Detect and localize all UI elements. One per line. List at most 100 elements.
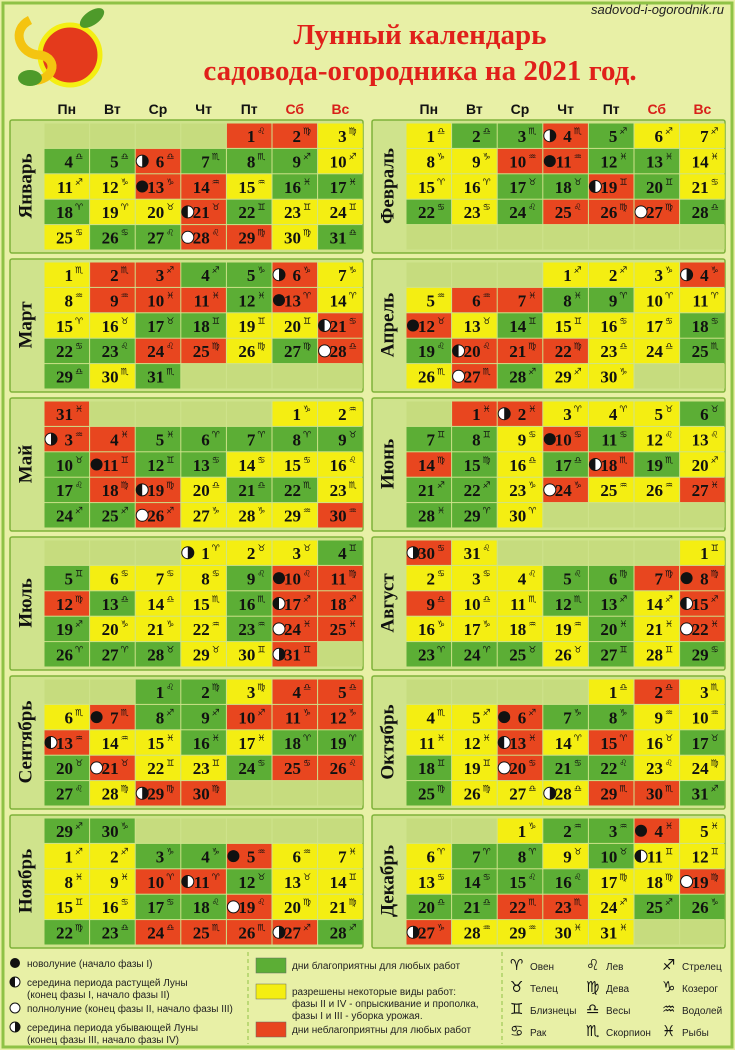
day-number: 21 [193,203,210,222]
day-number: 1 [609,683,618,702]
day-number: 10 [330,152,347,171]
zodiac-sign: ♎ [75,368,83,378]
zodiac-sign: ♏ [121,708,129,718]
day-number: 14 [193,178,211,197]
day-cell [318,616,363,642]
zodiac-sign: ♑ [574,708,582,718]
day-cell [135,338,181,364]
day-number: 12 [464,734,481,753]
zodiac-sign: ♓ [349,178,357,188]
day-cell [543,287,588,313]
zodiac-sign: ♊ [711,847,719,857]
day-number: 23 [418,646,435,665]
day-cell [497,894,543,920]
day-cell [90,894,135,920]
day-cell [680,313,725,338]
zodiac-sign: ♒ [619,822,627,832]
empty-cell [90,540,135,565]
zodiac-sign: ♉ [349,430,357,440]
day-number: 18 [193,898,210,917]
empty-cell [135,540,181,565]
zodiac-sign: ♓ [711,620,719,630]
day-number: 3 [563,405,572,424]
day-number: 15 [692,595,709,614]
day-cell [406,591,452,616]
month-name: Февраль [377,148,398,224]
day-cell [588,426,634,452]
zodiac-symbol: ♉ [510,978,523,996]
zodiac-name: Рак [530,1028,547,1039]
day-cell [90,920,135,945]
weekday: Вт [466,101,483,117]
day-number: 30 [238,646,255,665]
day-number: 23 [238,620,255,639]
moon-disc [136,180,149,193]
zodiac-sign: ♑ [349,708,357,718]
day-number: 8 [156,708,165,727]
zodiac-sign: ♊ [257,203,265,213]
moon-disc [543,155,556,168]
day-cell [634,123,680,148]
day-number: 10 [284,569,301,588]
zodiac-symbol: ♌ [586,956,599,974]
day-number: 1 [700,544,709,563]
zodiac-sign: ♎ [349,683,357,693]
day-number: 28 [193,229,210,248]
day-cell [135,452,181,477]
day-cell [272,426,318,452]
moon-phase [406,925,420,939]
type-swatch [255,957,287,974]
day-cell [543,755,588,781]
day-cell [318,174,363,199]
moon-disc [9,1002,21,1014]
day-cell [44,287,90,313]
zodiac-sign: ♉ [574,646,582,656]
zodiac-sign: ♋ [437,569,445,579]
day-number: 10 [646,291,663,310]
day-number: 22 [692,620,709,639]
zodiac-sign: ♍ [303,898,311,908]
moon-phase [9,1021,21,1033]
zodiac-symbol: ♏ [586,1022,600,1040]
moon-phase [44,736,58,749]
day-cell [272,225,318,250]
zodiac-sign: ♏ [711,342,719,352]
moon-phase [9,1002,21,1014]
zodiac-sign: ♐ [711,785,719,795]
zodiac-sign: ♊ [75,569,83,579]
zodiac-sign: ♋ [121,898,129,908]
day-number: 25 [193,342,210,361]
empty-cell [226,401,272,426]
empty-cell [318,781,363,806]
day-cell [272,477,318,503]
day-cell [226,174,272,199]
day-cell [44,364,90,389]
day-cell [452,642,497,667]
day-cell [406,477,452,503]
moon-disc [90,761,104,775]
day-cell [318,894,363,920]
day-number: 15 [56,317,73,336]
zodiac-sign: ♌ [437,342,445,352]
zodiac-sign: ♈ [166,873,175,883]
day-cell [318,591,363,616]
day-number: 11 [601,430,617,449]
zodiac-sign: ♍ [166,785,174,795]
day-number: 19 [56,620,73,639]
zodiac-sign: ♋ [711,646,719,656]
day-number: 8 [201,569,210,588]
zodiac-sign: ♍ [212,342,220,352]
zodiac-sign: ♍ [75,595,83,605]
day-cell [90,818,135,843]
day-number: 30 [102,368,119,387]
zodiac-sign: ♎ [574,456,582,466]
day-cell [588,313,634,338]
day-cell [452,313,497,338]
moon-shade [45,736,51,749]
zodiac-sign: ♎ [528,456,536,466]
day-cell [543,364,588,389]
zodiac-sign: ♐ [166,708,174,718]
day-number: 11 [510,595,526,614]
zodiac-sign: ♉ [303,873,311,883]
empty-cell [135,123,181,148]
